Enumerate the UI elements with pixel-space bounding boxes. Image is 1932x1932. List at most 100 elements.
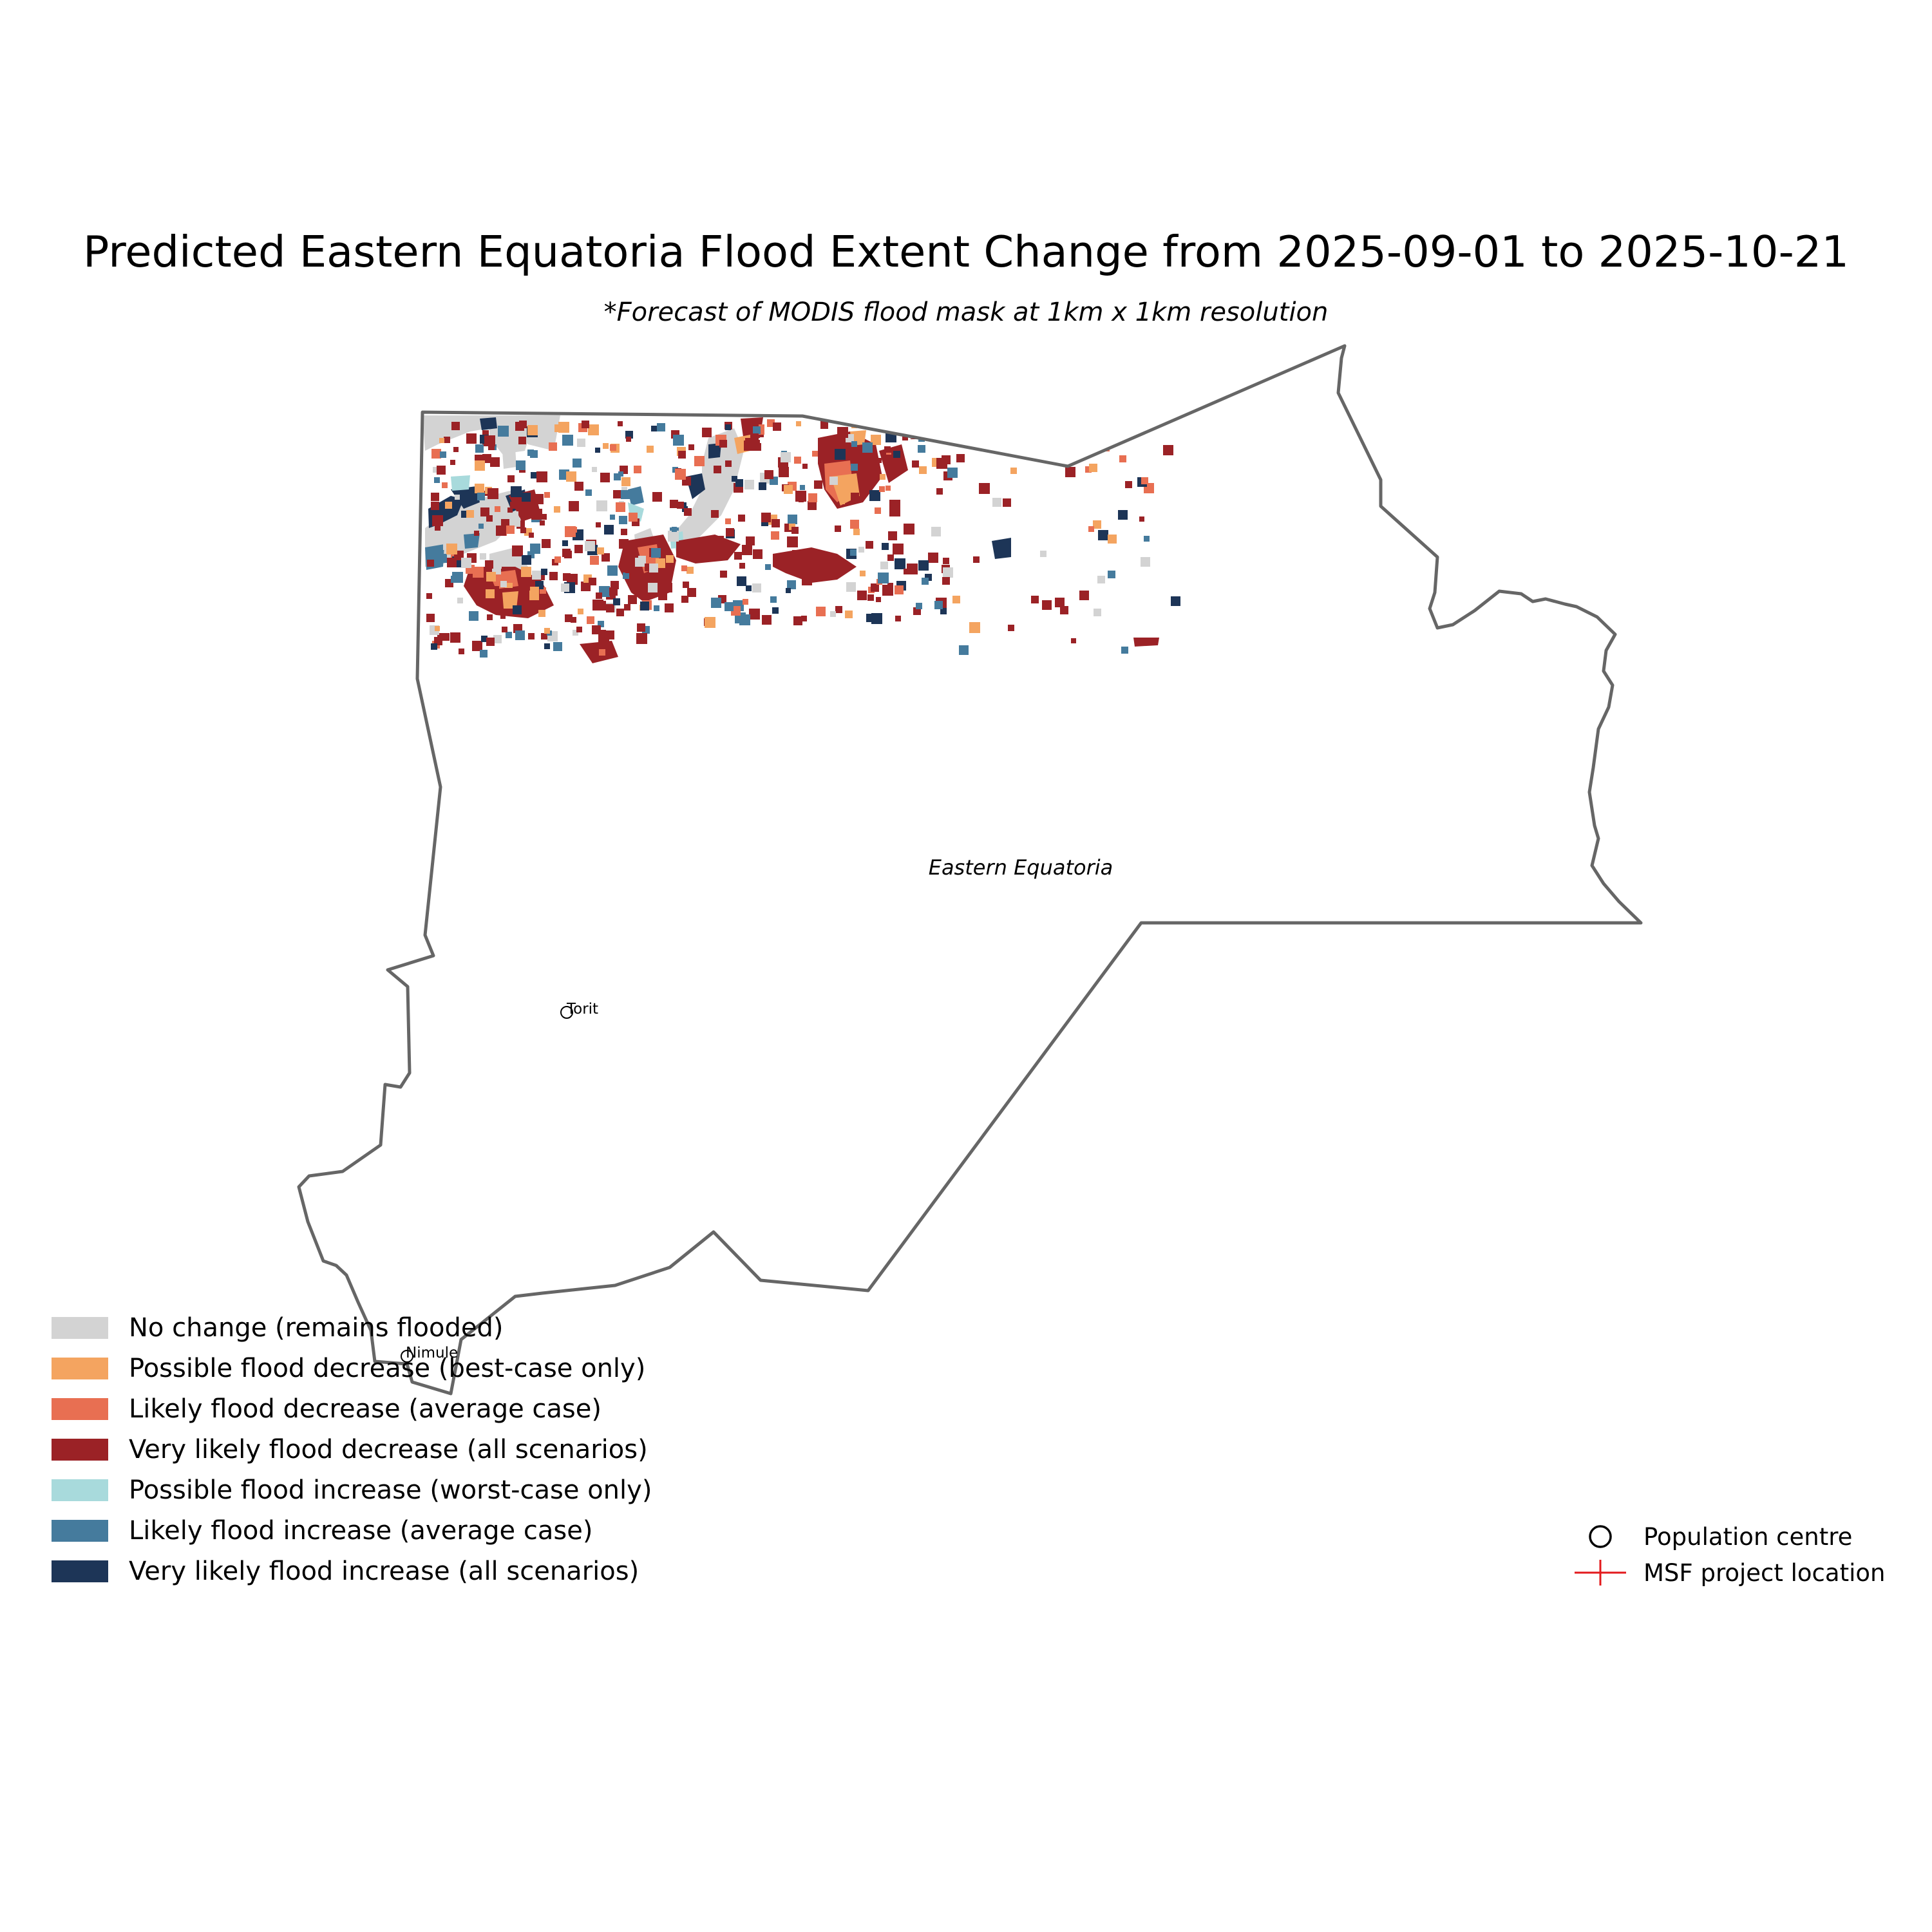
flood-cell (431, 449, 441, 459)
flood-cell (485, 560, 493, 569)
flood-cell (480, 507, 489, 516)
flood-cell (1065, 467, 1075, 477)
flood-cell (607, 565, 618, 576)
flood-cell (681, 596, 688, 603)
flood-cell (475, 460, 485, 471)
flood-cell (619, 539, 629, 549)
flood-cell (753, 426, 761, 434)
flood-cell (619, 516, 627, 524)
population-centre-nimule: Nimule (401, 1345, 458, 1363)
legend-swatch (52, 1479, 108, 1501)
flood-cell (431, 643, 437, 650)
flood-cell (554, 556, 561, 563)
legend-population-centre: Population centre (1571, 1519, 1885, 1555)
flood-cell (663, 583, 672, 592)
flood-cell (490, 457, 500, 467)
flood-cell (858, 547, 864, 553)
flood-cell (737, 576, 746, 586)
flood-cell (461, 511, 468, 518)
flood-cell (673, 435, 684, 446)
circle-outline-icon (1589, 1525, 1612, 1548)
flood-cell (761, 519, 768, 526)
flood-cell (629, 513, 638, 522)
flood-cell (651, 548, 661, 558)
legend-swatch (52, 1438, 108, 1461)
flood-cell (719, 440, 727, 448)
flood-cell (875, 507, 881, 514)
flood-cell (829, 477, 838, 485)
very-likely-decrease-area (676, 535, 741, 564)
flood-cell (442, 482, 448, 488)
flood-cell (446, 544, 457, 554)
flood-cell (771, 531, 779, 540)
flood-cell (772, 519, 780, 527)
flood-cell (851, 464, 858, 471)
flood-cell (866, 614, 875, 622)
flood-cell (744, 480, 754, 489)
flood-cell (486, 638, 495, 646)
flood-cell (684, 508, 692, 516)
flood-cell (893, 544, 904, 554)
flood-cell (666, 555, 674, 563)
flood-cell (959, 645, 969, 655)
flood-cell (635, 556, 646, 567)
flood-cell (904, 524, 914, 535)
flood-cell (451, 422, 460, 430)
flood-cell (588, 424, 599, 435)
very-likely-increase-area (451, 486, 480, 509)
flood-cell (587, 616, 594, 624)
flood-cell (459, 649, 464, 654)
flood-cell (496, 526, 506, 536)
flood-cell (670, 500, 678, 508)
flood-cell (887, 554, 894, 561)
flood-cell (574, 545, 583, 553)
flood-cell (764, 470, 773, 479)
flood-cell (888, 531, 897, 540)
flood-cell (936, 488, 943, 495)
flood-cell (835, 449, 846, 460)
flood-cell (793, 616, 802, 625)
legend-swatch (52, 1560, 108, 1582)
legend-label: Possible flood decrease (best-case only) (129, 1353, 646, 1383)
flood-cell (786, 588, 791, 593)
flood-cell (512, 545, 523, 556)
flood-cell (621, 529, 627, 535)
flood-cell (762, 615, 772, 625)
flood-cell (437, 466, 446, 475)
flood-cell (450, 632, 460, 643)
flood-cell (912, 460, 919, 468)
flood-cell (792, 550, 798, 556)
flood-cell (507, 475, 515, 482)
flood-cell (510, 502, 517, 509)
flood-cell (516, 460, 526, 470)
flood-cell (753, 549, 762, 559)
flood-cell (862, 442, 873, 453)
flood-cell (444, 437, 450, 443)
flood-cell (749, 609, 760, 620)
flood-cell (427, 560, 434, 567)
flood-cell (596, 592, 602, 599)
flood-change-legend: No change (remains flooded) Possible floo… (52, 1307, 652, 1591)
flood-cell (544, 643, 550, 649)
region-boundary (297, 344, 1643, 1396)
legend-msf-project: MSF project location (1571, 1555, 1885, 1591)
flood-cell (683, 582, 689, 588)
flood-cell (833, 557, 839, 563)
flood-cell (553, 642, 562, 651)
flood-cell (936, 458, 947, 469)
flood-cell (600, 473, 610, 482)
flood-cell (590, 556, 599, 565)
legend-item: No change (remains flooded) (52, 1307, 652, 1348)
flood-cell (694, 456, 705, 466)
flood-cell (601, 553, 610, 562)
flood-cell (426, 614, 435, 622)
flood-cell (940, 608, 947, 614)
flood-cell (825, 464, 833, 472)
flood-cell (936, 424, 944, 432)
flood-cell (439, 438, 444, 443)
flood-cell (840, 499, 845, 504)
flood-cell (732, 476, 737, 482)
flood-cell (802, 464, 808, 469)
likely-increase-area (464, 533, 480, 549)
